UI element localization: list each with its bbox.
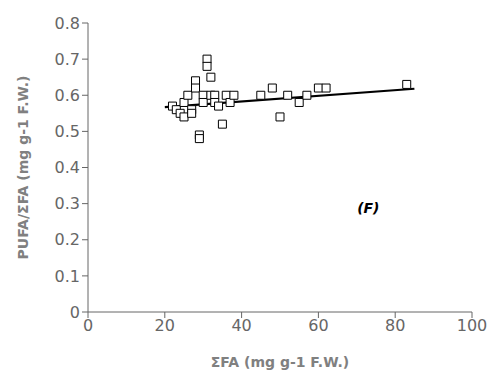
svg-text:0.4: 0.4 (55, 158, 80, 177)
svg-text:(F): (F) (357, 200, 379, 216)
svg-text:60: 60 (308, 316, 328, 335)
svg-text:0.7: 0.7 (55, 50, 80, 69)
svg-text:PUFA/ΣFA (mg g-1 F.W.): PUFA/ΣFA (mg g-1 F.W.) (15, 76, 31, 260)
svg-text:100: 100 (457, 316, 488, 335)
svg-text:0.3: 0.3 (55, 194, 80, 213)
svg-text:80: 80 (385, 316, 405, 335)
svg-text:0: 0 (83, 316, 93, 335)
svg-text:0.1: 0.1 (55, 267, 80, 286)
svg-text:ΣFA (mg g-1 F.W.): ΣFA (mg g-1 F.W.) (211, 354, 349, 370)
svg-text:0.5: 0.5 (55, 122, 80, 141)
svg-text:0.8: 0.8 (55, 14, 80, 33)
svg-text:0.6: 0.6 (55, 86, 80, 105)
svg-text:40: 40 (231, 316, 251, 335)
svg-text:0.2: 0.2 (55, 230, 80, 249)
svg-text:20: 20 (155, 316, 175, 335)
svg-text:0: 0 (70, 303, 80, 322)
